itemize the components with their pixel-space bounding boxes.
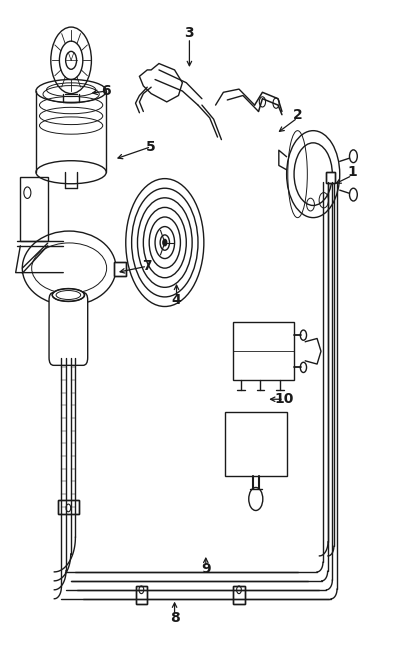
Text: 10: 10 — [274, 392, 293, 406]
Text: 2: 2 — [293, 108, 303, 122]
Bar — [233, 586, 245, 604]
Text: 5: 5 — [146, 140, 156, 154]
Bar — [326, 172, 335, 183]
Ellipse shape — [52, 288, 84, 301]
Text: 6: 6 — [101, 84, 111, 98]
Text: 9: 9 — [201, 562, 211, 576]
Text: 8: 8 — [170, 611, 179, 625]
Text: 1: 1 — [347, 165, 357, 179]
Bar — [58, 501, 78, 514]
Bar — [135, 586, 147, 604]
Bar — [225, 412, 287, 476]
Text: 4: 4 — [171, 293, 181, 307]
Bar — [326, 172, 335, 183]
Bar — [114, 262, 126, 276]
Bar — [20, 177, 48, 241]
Bar — [114, 262, 126, 276]
Text: 7: 7 — [143, 259, 152, 273]
Polygon shape — [305, 339, 321, 364]
Circle shape — [163, 239, 167, 246]
Bar — [233, 322, 294, 380]
Bar — [233, 586, 245, 604]
Circle shape — [66, 52, 76, 69]
Text: 3: 3 — [185, 26, 194, 41]
Bar — [58, 501, 78, 514]
FancyBboxPatch shape — [49, 292, 88, 365]
Bar — [135, 586, 147, 604]
